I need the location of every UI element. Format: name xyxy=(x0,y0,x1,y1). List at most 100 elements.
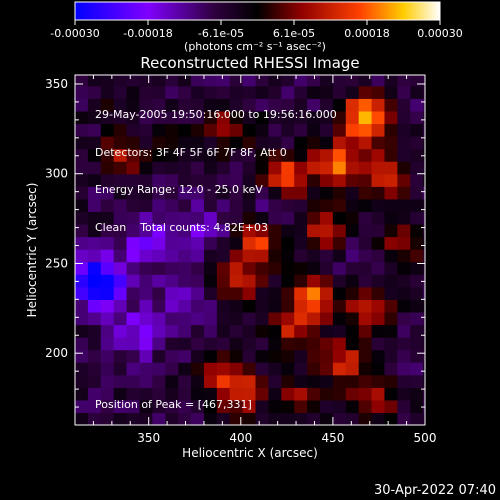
heatmap-cell xyxy=(410,123,424,137)
heatmap-cell xyxy=(423,148,425,162)
heatmap-cell xyxy=(320,374,334,388)
heatmap-cell xyxy=(307,324,321,338)
heatmap-cell xyxy=(203,299,218,313)
heatmap-cell xyxy=(242,211,257,225)
heatmap-cell xyxy=(345,299,360,313)
heatmap-cell xyxy=(87,110,102,125)
heatmap-cell xyxy=(397,374,411,388)
heatmap-cell xyxy=(113,311,128,326)
heatmap-cell xyxy=(397,337,411,351)
heatmap-cell xyxy=(397,349,411,363)
heatmap-cell xyxy=(216,337,231,351)
colorbar-ticks: -0.00030 -0.00018 -6.1e-05 6.1e-05 0.00018 0.… xyxy=(50,20,463,40)
heatmap-cell xyxy=(139,274,153,288)
heatmap-cell xyxy=(165,249,179,263)
heatmap-cell xyxy=(307,374,321,388)
heatmap-cell xyxy=(100,349,115,363)
heatmap-cell xyxy=(113,274,128,288)
heatmap-cell xyxy=(152,85,166,99)
colorbar-tick-label: -6.1e-05 xyxy=(198,27,244,40)
heatmap-cell xyxy=(229,311,244,326)
heatmap-cell xyxy=(113,123,128,137)
heatmap-cell xyxy=(268,123,282,137)
heatmap-cell xyxy=(320,274,334,288)
heatmap-cell xyxy=(203,173,218,187)
heatmap-cell xyxy=(242,85,257,99)
heatmap-cell xyxy=(307,148,321,162)
heatmap-cell xyxy=(178,387,192,401)
heatmap-cell xyxy=(423,236,425,250)
heatmap-cell xyxy=(113,374,128,388)
x-tick-label: 500 xyxy=(414,431,437,445)
heatmap-cell xyxy=(191,223,205,238)
colorbar xyxy=(74,1,441,21)
y-tick-label: 200 xyxy=(45,346,68,360)
heatmap-cell xyxy=(345,399,360,414)
heatmap-cell xyxy=(242,399,257,414)
heatmap-cell xyxy=(191,236,205,250)
heatmap-cell xyxy=(126,198,141,213)
heatmap-cell xyxy=(191,324,205,338)
heatmap-cell xyxy=(216,148,231,162)
heatmap-cell xyxy=(320,299,334,313)
heatmap-cell xyxy=(178,374,192,388)
heatmap-cell xyxy=(216,186,231,200)
heatmap-cell xyxy=(423,286,425,300)
heatmap-cell xyxy=(100,223,115,238)
heatmap-cell xyxy=(423,387,425,401)
heatmap-cell xyxy=(75,198,89,213)
heatmap-cell xyxy=(358,374,373,388)
heatmap-cell xyxy=(397,286,411,300)
heatmap-cell xyxy=(320,136,334,150)
heatmap-cell xyxy=(165,299,179,313)
heatmap-cell xyxy=(345,349,360,363)
heatmap-cell xyxy=(113,186,128,200)
heatmap-cell xyxy=(191,286,205,300)
heatmap-cell xyxy=(384,85,398,99)
heatmap-cell xyxy=(358,98,373,112)
heatmap-cell xyxy=(191,161,205,175)
heatmap-cell xyxy=(423,274,425,288)
heatmap-cell xyxy=(410,337,424,351)
heatmap-cell xyxy=(100,173,115,187)
heatmap-cell xyxy=(87,399,102,414)
heatmap-cell xyxy=(384,123,398,137)
heatmap-cell xyxy=(242,110,257,125)
heatmap-cell xyxy=(320,223,334,238)
heatmap-cell xyxy=(126,211,141,225)
heatmap-cell xyxy=(371,136,386,150)
heatmap-cell xyxy=(178,148,192,162)
heatmap-cell xyxy=(100,236,115,250)
heatmap-cell xyxy=(75,161,89,175)
heatmap-cell xyxy=(307,186,321,200)
heatmap-cell xyxy=(100,75,115,87)
heatmap-cell xyxy=(423,374,425,388)
heatmap-cell xyxy=(165,75,179,87)
heatmap-cell xyxy=(281,387,295,401)
heatmap-cell xyxy=(384,311,398,326)
heatmap-cell xyxy=(242,186,257,200)
heatmap-cell xyxy=(320,75,334,87)
heatmap-cell xyxy=(229,148,244,162)
heatmap-cell xyxy=(87,349,102,363)
heatmap-cell xyxy=(152,75,166,87)
heatmap-cell xyxy=(423,337,425,351)
heatmap-cell xyxy=(397,85,411,99)
heatmap-cell xyxy=(178,412,192,425)
heatmap-cell xyxy=(191,123,205,137)
heatmap-cell xyxy=(384,387,398,401)
heatmap-cell xyxy=(320,337,334,351)
heatmap-cell xyxy=(268,75,282,87)
heatmap-cell xyxy=(139,324,153,338)
heatmap-cell xyxy=(87,412,102,425)
heatmap-cell xyxy=(139,387,153,401)
heatmap-cell xyxy=(216,261,231,275)
heatmap-cell xyxy=(191,374,205,388)
heatmap-cell xyxy=(384,374,398,388)
heatmap-cell xyxy=(281,286,295,300)
heatmap-cell xyxy=(191,85,205,99)
heatmap-cell xyxy=(191,387,205,401)
heatmap-cell xyxy=(216,75,231,87)
heatmap-cell xyxy=(216,374,231,388)
heatmap-cell xyxy=(371,374,386,388)
